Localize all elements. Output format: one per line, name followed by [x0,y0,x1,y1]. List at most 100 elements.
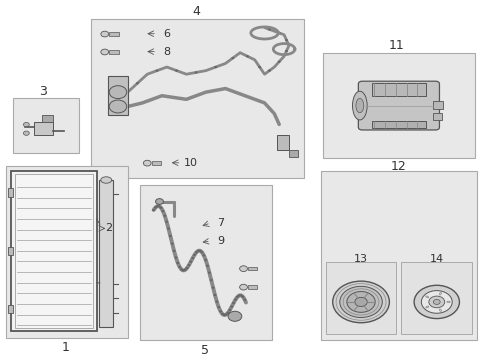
Circle shape [206,265,209,267]
Bar [248,285,257,289]
Text: 2: 2 [105,224,112,233]
Text: 3: 3 [39,85,47,98]
Bar [323,53,475,158]
Circle shape [333,281,390,323]
Circle shape [200,251,203,253]
Circle shape [154,206,157,208]
Text: 10: 10 [184,158,198,168]
Circle shape [189,261,192,263]
Circle shape [429,296,445,308]
Circle shape [152,209,155,211]
Circle shape [243,299,246,301]
Bar [5,166,128,338]
Circle shape [160,207,163,209]
Ellipse shape [356,98,364,113]
Ellipse shape [426,296,429,298]
Circle shape [197,250,200,252]
Text: 9: 9 [217,236,224,246]
Text: 6: 6 [163,29,171,39]
Bar [15,174,93,328]
Bar [99,180,113,327]
Circle shape [347,292,375,312]
Circle shape [285,50,288,52]
Circle shape [169,235,172,237]
Circle shape [109,100,127,113]
Circle shape [184,269,187,271]
Bar [433,113,442,120]
Ellipse shape [426,306,429,308]
Bar [326,262,396,334]
Circle shape [191,257,194,259]
Circle shape [172,250,175,252]
Bar [91,19,304,178]
Bar [8,188,13,197]
Circle shape [278,60,281,63]
Circle shape [355,297,368,306]
Ellipse shape [447,301,450,303]
Bar [433,101,443,109]
Circle shape [226,312,229,314]
Bar [34,122,53,135]
Circle shape [285,39,288,41]
Circle shape [234,298,237,301]
Circle shape [414,285,460,319]
Text: 8: 8 [163,46,171,57]
Bar [11,171,97,330]
Bar [372,83,426,95]
Circle shape [421,291,452,313]
Bar [8,305,13,314]
Circle shape [165,221,168,223]
Bar [289,149,298,157]
Circle shape [268,28,271,31]
Circle shape [195,251,198,253]
Circle shape [171,243,173,245]
Circle shape [214,294,217,296]
Ellipse shape [440,292,441,295]
Circle shape [217,306,220,308]
Circle shape [208,271,211,274]
FancyBboxPatch shape [358,81,440,130]
Ellipse shape [101,177,112,183]
Text: 12: 12 [391,160,407,173]
Circle shape [178,266,181,268]
Bar [109,50,119,54]
Circle shape [162,210,164,212]
Circle shape [195,71,197,73]
Circle shape [163,215,166,217]
Text: 5: 5 [201,344,209,357]
Circle shape [340,286,382,318]
Bar [42,115,53,122]
Circle shape [231,57,234,59]
Circle shape [268,69,271,72]
Circle shape [136,82,139,84]
Circle shape [238,294,241,297]
Circle shape [219,310,222,312]
Ellipse shape [352,91,367,120]
Circle shape [278,32,281,34]
Circle shape [175,69,178,72]
Circle shape [221,313,224,315]
Text: 11: 11 [389,39,404,52]
Bar [8,247,13,255]
Bar [321,171,477,339]
Circle shape [158,205,161,207]
Circle shape [240,294,243,297]
Circle shape [188,264,191,266]
Circle shape [193,254,196,256]
Circle shape [156,69,159,72]
Circle shape [242,296,245,298]
Bar [13,98,79,153]
Circle shape [214,66,217,68]
Circle shape [236,296,239,298]
Circle shape [176,262,179,264]
Circle shape [174,256,177,258]
Circle shape [24,122,29,127]
Bar [140,185,272,339]
Circle shape [228,309,231,311]
Bar [248,267,257,270]
Circle shape [223,314,226,316]
Bar [372,121,426,128]
Circle shape [225,314,228,316]
Circle shape [246,55,249,57]
Circle shape [258,66,261,68]
